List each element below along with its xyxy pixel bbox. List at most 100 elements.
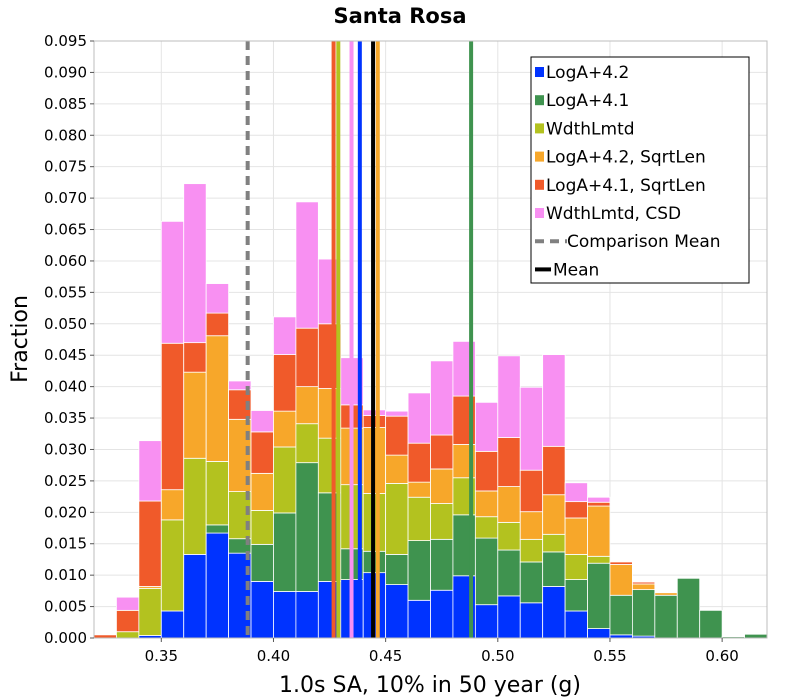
legend-label: Mean <box>553 260 599 280</box>
bar-segment <box>474 450 499 492</box>
bar-segment <box>587 562 611 629</box>
bar-segment <box>519 561 544 604</box>
bar-segment <box>542 494 566 535</box>
x-axis-ticks: 0.35 0.40 0.45 0.50 0.55 0.60 <box>145 638 739 665</box>
y-tick-label: 0.060 <box>44 252 87 270</box>
bar-segment <box>250 472 274 511</box>
bar-segment <box>250 543 274 582</box>
bar-segment <box>407 599 431 639</box>
bar-segment <box>587 505 611 557</box>
bar-segment <box>430 434 454 470</box>
bar-segment <box>542 551 566 587</box>
bar-segment <box>497 355 521 438</box>
bar-segment <box>273 410 297 448</box>
bar-segment <box>430 589 454 639</box>
bar-segment <box>519 511 544 540</box>
bar-segment <box>228 380 252 391</box>
bar-segment <box>385 584 409 639</box>
bar-segment <box>497 486 521 523</box>
y-tick-label: 0.010 <box>44 566 87 584</box>
legend-label: LogA+4.2 <box>546 63 629 83</box>
bar-segment <box>138 440 162 502</box>
y-tick-label: 0.095 <box>44 32 87 50</box>
bar-segment <box>587 628 611 639</box>
y-tick-label: 0.035 <box>44 409 87 427</box>
bar-segment <box>116 609 140 633</box>
legend-swatch <box>535 179 544 190</box>
bar-segment <box>250 510 274 545</box>
bar-segment <box>474 516 499 539</box>
bar-segment <box>407 481 431 498</box>
bar-segment <box>116 631 140 639</box>
y-tick-label: 0.005 <box>44 598 87 616</box>
y-tick-label: 0.050 <box>44 315 87 333</box>
bar-segment <box>497 437 521 487</box>
bar-segment <box>295 327 319 388</box>
bar-segment <box>609 564 633 596</box>
chart-title: Santa Rosa <box>333 4 466 28</box>
bar-segment <box>744 633 768 639</box>
x-tick-label: 0.40 <box>257 647 290 665</box>
legend: LogA+4.2 LogA+4.1 WdthLmtd LogA+4.2, SqrtLe… <box>530 56 750 284</box>
bar-segment <box>430 468 454 504</box>
bar-segment <box>160 489 185 521</box>
bar-segment <box>542 533 566 553</box>
bar-segment <box>407 442 431 483</box>
bar-segment <box>295 591 319 639</box>
legend-label: Comparison Mean <box>567 232 721 252</box>
legend-label: LogA+4.1, SqrtLen <box>546 176 706 196</box>
bar-segment <box>609 594 633 636</box>
bar-segment <box>519 469 544 513</box>
y-tick-label: 0.070 <box>44 189 87 207</box>
bar-segment <box>116 596 140 611</box>
legend-label: WdthLmtd <box>546 119 635 139</box>
bar-segment <box>587 501 611 507</box>
bar-segment <box>205 532 230 639</box>
legend-box <box>530 56 750 284</box>
bar-segment <box>183 183 207 344</box>
y-tick-label: 0.025 <box>44 472 87 490</box>
bar-segment <box>407 496 431 541</box>
bar-segment <box>295 423 319 464</box>
bar-segment <box>519 538 544 563</box>
bar-segment <box>385 554 409 585</box>
y-tick-label: 0.045 <box>44 346 87 364</box>
y-tick-label: 0.090 <box>44 63 87 81</box>
bar-segment <box>183 342 207 373</box>
bar-segment <box>699 609 723 639</box>
bar-segment <box>205 312 230 337</box>
bar-segment <box>564 579 588 612</box>
bar-segment <box>160 342 185 491</box>
bar-segment <box>430 503 454 540</box>
bar-segment <box>407 392 431 444</box>
bar-segment <box>160 519 185 612</box>
bar-segment <box>564 610 588 639</box>
bar-segment <box>587 496 611 503</box>
bar-segment <box>385 410 409 417</box>
bar-segment <box>474 401 499 452</box>
bar-segment <box>205 461 230 526</box>
bar-segment <box>519 602 544 639</box>
bar-segment <box>497 595 521 639</box>
x-tick-label: 0.45 <box>369 647 402 665</box>
y-tick-label: 0.040 <box>44 378 87 396</box>
legend-swatch <box>535 151 544 162</box>
y-tick-label: 0.065 <box>44 221 87 239</box>
bar-segment <box>519 386 544 471</box>
bar-segment <box>542 586 566 639</box>
bar-segment <box>654 592 678 596</box>
bar-segment <box>205 335 230 462</box>
bar-segment <box>654 594 678 639</box>
bar-segment <box>295 386 319 425</box>
bar-segment <box>295 462 319 592</box>
legend-swatch <box>535 67 544 77</box>
bar-segment <box>183 371 207 459</box>
bar-segment <box>497 549 521 597</box>
bar-segment <box>273 316 297 355</box>
y-tick-label: 0.075 <box>44 158 87 176</box>
legend-label: WdthLmtd, CSD <box>546 204 681 224</box>
mean-lines <box>245 41 474 638</box>
bar-segment <box>474 604 499 639</box>
bar-segment <box>564 554 588 580</box>
bar-segment <box>474 490 499 518</box>
